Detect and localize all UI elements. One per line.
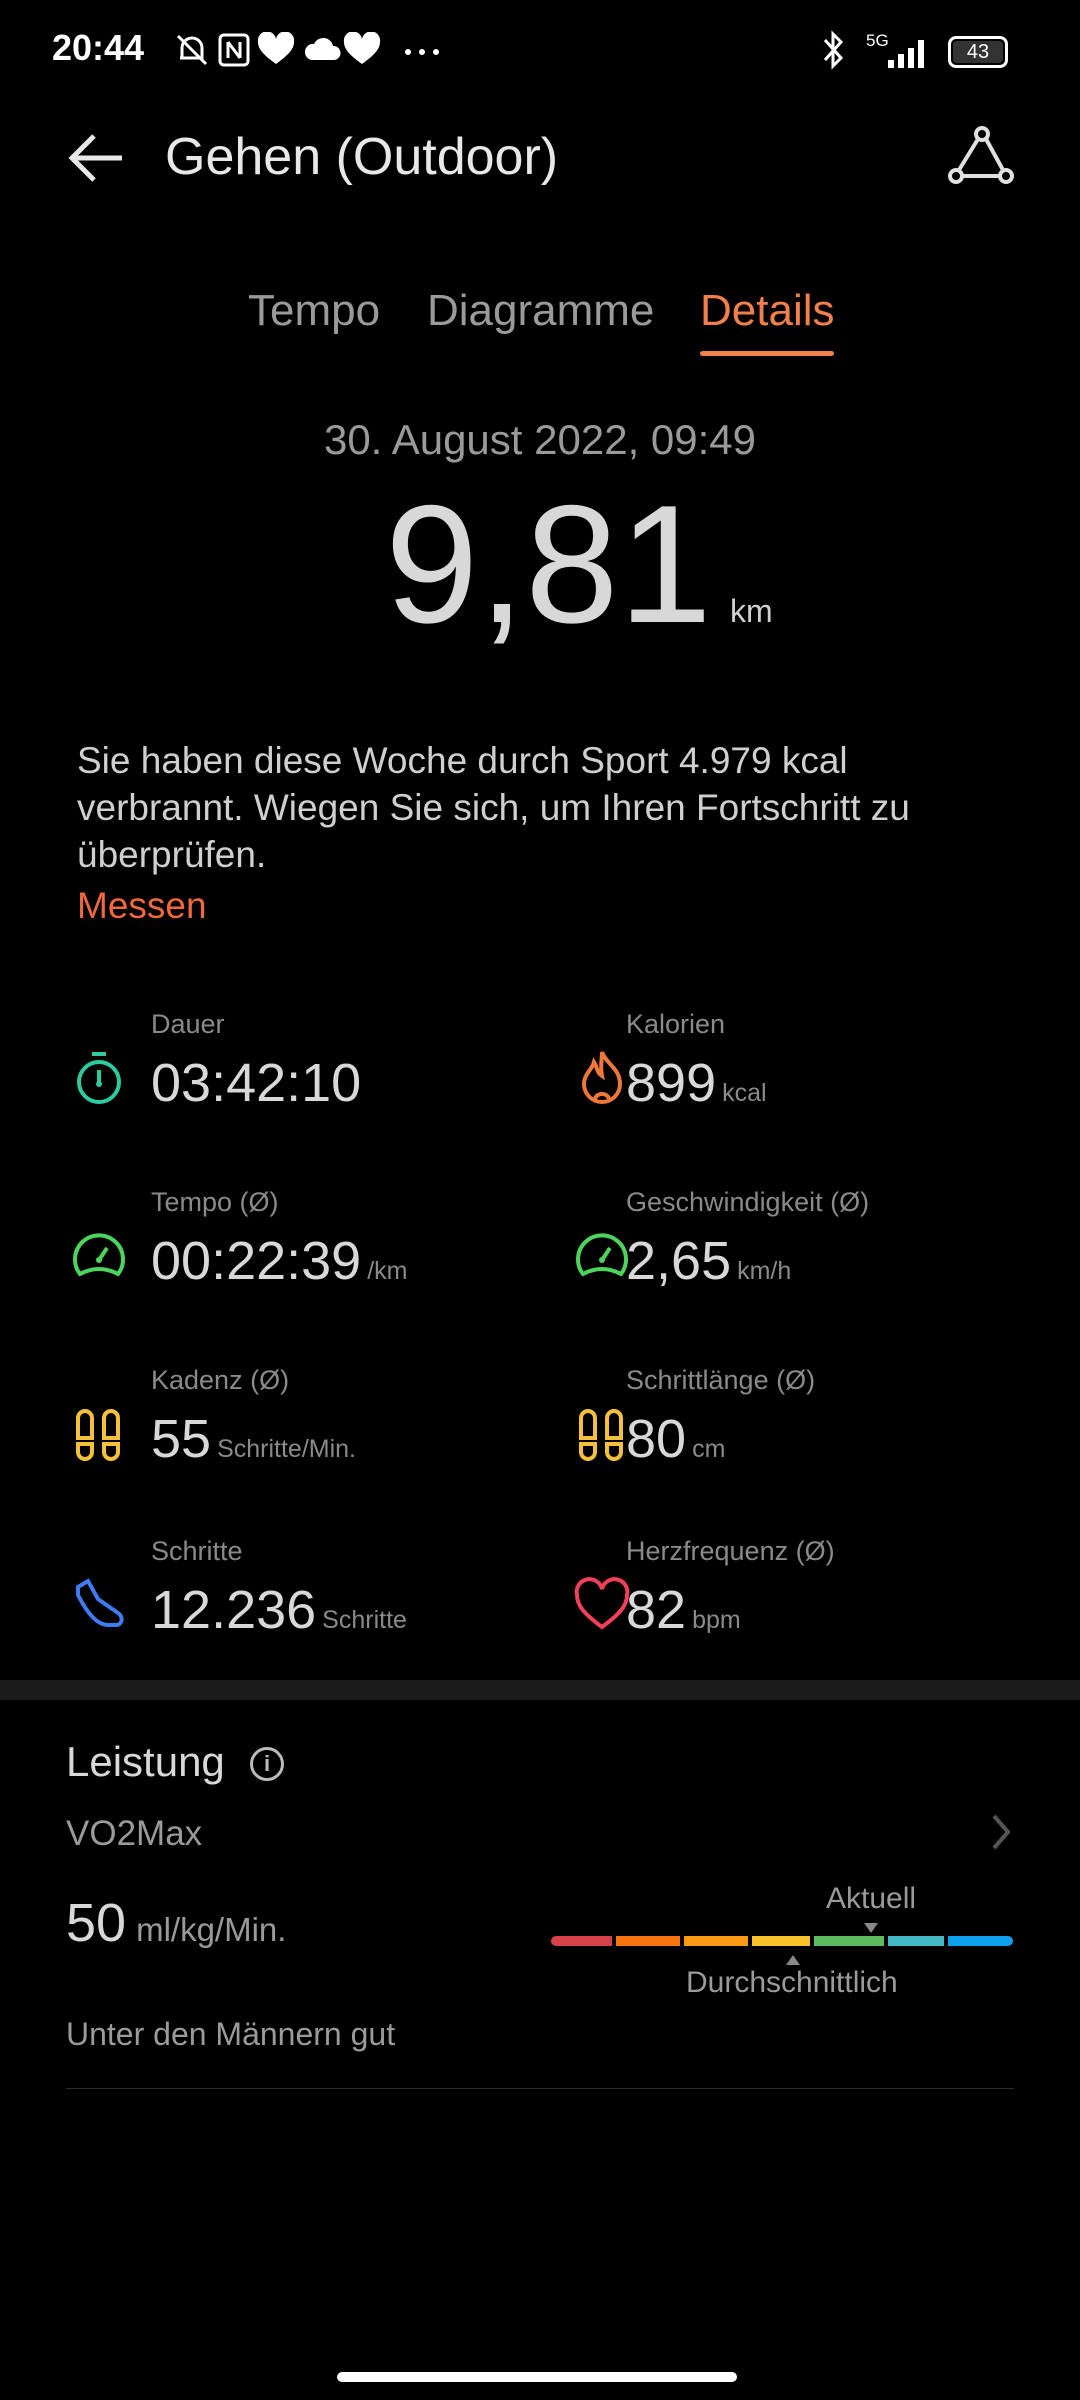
heart-icon — [574, 1577, 630, 1630]
metric-unit: Schritte — [322, 1606, 407, 1634]
tab-diagramme[interactable]: Diagramme — [427, 286, 655, 335]
scale-segment — [684, 1936, 748, 1946]
performance-title: Leistung — [66, 1738, 225, 1785]
metric-value: 899 kcal — [626, 1053, 767, 1113]
share-icon — [948, 126, 1014, 184]
metric-value: 80 cm — [626, 1409, 726, 1469]
metric-number: 55 — [151, 1409, 212, 1469]
metric-value: 55 Schritte/Min. — [151, 1409, 357, 1469]
scale-segment — [551, 1936, 612, 1946]
vo2max-number: 50 — [66, 1893, 127, 1953]
info-icon[interactable]: i — [250, 1747, 284, 1781]
stopwatch-icon — [77, 1052, 121, 1104]
metric-number: 03:42:10 — [151, 1053, 362, 1113]
distance-value: 9,81 — [385, 470, 712, 658]
metric-value: 82 bpm — [626, 1580, 741, 1640]
metric-number: 899 — [626, 1053, 717, 1113]
share-button[interactable] — [948, 126, 1014, 186]
vo2max-value: 50 ml/kg/Min. — [66, 1896, 286, 1950]
metric-unit: bpm — [692, 1606, 741, 1634]
metric-number: 2,65 — [626, 1231, 732, 1291]
page-title: Gehen (Outdoor) — [165, 128, 559, 186]
bluetooth-icon — [822, 30, 844, 70]
metric-label: Kalorien — [626, 1009, 726, 1039]
scale-segment — [616, 1936, 680, 1946]
distance-unit: km — [729, 593, 773, 629]
vo2max-label: VO2Max — [66, 1814, 203, 1853]
metric-6: Schritte 12.236 Schritte — [0, 1536, 540, 1657]
shoe-icon — [76, 1578, 124, 1627]
metric-value: 03:42:10 — [151, 1053, 367, 1113]
vo2max-unit: ml/kg/Min. — [136, 1911, 287, 1948]
measure-link[interactable]: Messen — [77, 885, 207, 926]
metric-number: 80 — [626, 1409, 687, 1469]
scale-segment — [948, 1936, 1013, 1946]
metric-unit: kcal — [722, 1079, 767, 1107]
metric-unit: cm — [692, 1435, 726, 1463]
metric-value: 2,65 km/h — [626, 1231, 792, 1291]
metric-5: Schrittlänge (Ø) 80 cm — [540, 1365, 1080, 1486]
battery-icon: 43 — [948, 36, 1008, 68]
vo2max-row[interactable]: VO2Max — [0, 1800, 1080, 1870]
metric-label: Kadenz (Ø) — [151, 1365, 290, 1395]
metric-3: Geschwindigkeit (Ø) 2,65 km/h — [540, 1187, 1080, 1308]
network-type: 5G — [866, 31, 889, 50]
metric-label: Herzfrequenz (Ø) — [626, 1536, 835, 1566]
chevron-right-icon — [990, 1812, 1014, 1852]
signal-icon — [870, 36, 932, 68]
tab-indicator — [700, 351, 834, 356]
metric-number: 12.236 — [151, 1580, 317, 1640]
metric-7: Herzfrequenz (Ø) 82 bpm — [540, 1536, 1080, 1657]
footprints-icon — [579, 1409, 623, 1461]
speedometer-icon — [73, 1233, 125, 1277]
footprints-icon — [76, 1409, 120, 1461]
tab-tempo[interactable]: Tempo — [248, 286, 381, 335]
speedometer-icon — [576, 1233, 628, 1277]
flame-icon — [581, 1051, 623, 1104]
metric-unit: km/h — [737, 1257, 792, 1285]
metric-value: 00:22:39/km — [151, 1231, 408, 1291]
metric-unit: /km — [367, 1257, 408, 1285]
metric-4: Kadenz (Ø) 55 Schritte/Min. — [0, 1365, 540, 1486]
metric-number: 82 — [626, 1580, 687, 1640]
metric-label: Schrittlänge (Ø) — [626, 1365, 816, 1395]
average-label: Durchschnittlich — [686, 1966, 898, 1999]
metric-1: Kalorien 899 kcal — [540, 1009, 1080, 1130]
distance: 9,81 km — [385, 480, 773, 648]
weekly-message: Sie haben diese Woche durch Sport 4.979 … — [77, 740, 910, 875]
metric-label: Tempo (Ø) — [151, 1187, 279, 1217]
status-time: 20:44 — [52, 27, 145, 68]
back-arrow-icon — [68, 134, 122, 182]
scale-segment — [752, 1936, 810, 1946]
metric-number: 00:22:39 — [151, 1231, 362, 1291]
metric-0: Dauer 03:42:10 — [0, 1009, 540, 1130]
metric-label: Schritte — [151, 1536, 243, 1566]
metric-unit: Schritte/Min. — [217, 1435, 357, 1463]
back-button[interactable] — [66, 128, 126, 188]
average-marker-icon — [786, 1952, 800, 1965]
scale-segment — [814, 1936, 884, 1946]
tab-details[interactable]: Details — [700, 286, 835, 335]
section-divider — [0, 1680, 1080, 1700]
rating-text: Unter den Männern gut — [66, 2016, 396, 2052]
scale-segment — [888, 1936, 944, 1946]
battery-level: 43 — [953, 41, 1003, 63]
current-label: Aktuell — [826, 1882, 917, 1915]
current-marker-icon — [864, 1920, 878, 1933]
metric-value: 12.236 Schritte — [151, 1580, 407, 1640]
weekly-summary: Sie haben diese Woche durch Sport 4.979 … — [77, 737, 1017, 929]
home-indicator[interactable] — [337, 2372, 737, 2382]
metric-label: Geschwindigkeit (Ø) — [626, 1187, 870, 1217]
metric-label: Dauer — [151, 1009, 225, 1039]
metric-2: Tempo (Ø) 00:22:39/km — [0, 1187, 540, 1308]
divider — [66, 2088, 1014, 2089]
notification-icons — [176, 31, 476, 68]
workout-date: 30. August 2022, 09:49 — [323, 416, 757, 463]
